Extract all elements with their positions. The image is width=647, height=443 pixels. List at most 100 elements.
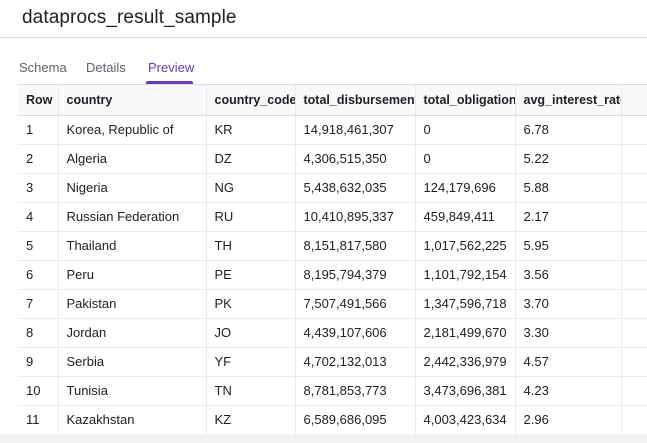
spacer-cell [621,318,647,348]
spacer-cell [621,202,647,232]
total-obligation-cell: 459,849,411 [415,202,516,232]
total-obligation-cell: 2,442,336,979 [415,347,516,377]
row-number-cell: 10 [18,376,59,406]
row-number-cell: 4 [18,202,59,232]
active-tab-indicator [146,81,193,84]
column-header-total-disbursement: total_disbursement [295,85,416,116]
table-row: 4 Russian Federation RU 10,410,895,337 459,8… [18,202,647,232]
avg-interest-rate-cell: 2.17 [515,202,622,232]
country-cell: Thailand [58,231,207,261]
avg-interest-rate-cell: 5.95 [515,231,622,261]
spacer-cell [621,347,647,377]
total-obligation-cell: 1,347,596,718 [415,289,516,319]
total-disbursement-cell: 7,507,491,566 [295,289,416,319]
column-header-country: country [58,85,207,116]
total-disbursement-cell: 8,781,853,773 [295,376,416,406]
country-code-cell: RU [206,202,296,232]
row-number-cell: 3 [18,173,59,203]
column-header-spacer [621,85,647,116]
country-cell: Algeria [58,144,207,174]
row-number-cell: 9 [18,347,59,377]
tab-schema[interactable]: Schema [19,60,67,75]
spacer-cell [621,405,647,435]
column-header-country-code: country_code [206,85,296,116]
total-disbursement-cell: 6,589,686,095 [295,405,416,435]
row-number-cell: 1 [18,115,59,145]
avg-interest-rate-cell: 2.96 [515,405,622,435]
total-disbursement-cell: 14,918,461,307 [295,115,416,145]
title-bar: dataprocs_result_sample [0,0,647,38]
table-row: 9 Serbia YF 4,702,132,013 2,442,336,979 4.57 [18,347,647,377]
avg-interest-rate-cell: 4.23 [515,376,622,406]
table-row: 5 Thailand TH 8,151,817,580 1,017,562,225 5.9… [18,231,647,261]
country-cell: Jordan [58,318,207,348]
total-obligation-cell: 1,101,792,154 [415,260,516,290]
total-disbursement-cell: 5,438,632,035 [295,173,416,203]
row-number-cell: 8 [18,318,59,348]
total-disbursement-cell: 4,306,515,350 [295,144,416,174]
total-disbursement-cell: 4,702,132,013 [295,347,416,377]
country-code-cell: JO [206,318,296,348]
spacer-cell [621,115,647,145]
avg-interest-rate-cell: 3.70 [515,289,622,319]
column-header-total-obligation: total_obligation [415,85,516,116]
tab-details[interactable]: Details [86,60,126,75]
total-obligation-cell: 0 [415,144,516,174]
spacer-cell [621,144,647,174]
row-number-cell: 11 [18,405,59,435]
avg-interest-rate-cell: 3.30 [515,318,622,348]
country-cell: Pakistan [58,289,207,319]
avg-interest-rate-cell: 5.22 [515,144,622,174]
total-disbursement-cell: 8,151,817,580 [295,231,416,261]
spacer-cell [621,173,647,203]
table-row: 1 Korea, Republic of KR 14,918,461,307 0 6.78 [18,115,647,145]
spacer-cell [621,231,647,261]
table-row: 7 Pakistan PK 7,507,491,566 1,347,596,718 3.7… [18,289,647,319]
country-cell: Tunisia [58,376,207,406]
results-table: Row country country_code total_disbursem… [18,85,647,435]
spacer-cell [621,289,647,319]
table-row: 3 Nigeria NG 5,438,632,035 124,179,696 5.88 [18,173,647,203]
country-code-cell: NG [206,173,296,203]
avg-interest-rate-cell: 3.56 [515,260,622,290]
table-row: 8 Jordan JO 4,439,107,606 2,181,499,670 3.30 [18,318,647,348]
total-obligation-cell: 3,473,696,381 [415,376,516,406]
total-disbursement-cell: 4,439,107,606 [295,318,416,348]
preview-grid: Row country country_code total_disbursem… [18,84,647,435]
table-row: 2 Algeria DZ 4,306,515,350 0 5.22 [18,144,647,174]
tab-preview[interactable]: Preview [148,60,195,75]
country-cell: Peru [58,260,207,290]
country-code-cell: KR [206,115,296,145]
country-code-cell: YF [206,347,296,377]
country-code-cell: PE [206,260,296,290]
tab-bar: Schema Details Preview [0,38,647,84]
avg-interest-rate-cell: 5.88 [515,173,622,203]
country-cell: Kazakhstan [58,405,207,435]
total-disbursement-cell: 10,410,895,337 [295,202,416,232]
total-obligation-cell: 2,181,499,670 [415,318,516,348]
total-obligation-cell: 0 [415,115,516,145]
table-row: 10 Tunisia TN 8,781,853,773 3,473,696,381 4.2… [18,376,647,406]
country-cell: Nigeria [58,173,207,203]
total-obligation-cell: 4,003,423,634 [415,405,516,435]
table-header-row: Row country country_code total_disbursem… [18,85,647,116]
column-header-avg-interest-rate: avg_interest_rate [515,85,622,116]
country-code-cell: PK [206,289,296,319]
spacer-cell [621,260,647,290]
total-disbursement-cell: 8,195,794,379 [295,260,416,290]
page-title: dataprocs_result_sample [22,7,237,28]
total-obligation-cell: 124,179,696 [415,173,516,203]
total-obligation-cell: 1,017,562,225 [415,231,516,261]
avg-interest-rate-cell: 6.78 [515,115,622,145]
row-number-cell: 5 [18,231,59,261]
spacer-cell [621,376,647,406]
country-code-cell: DZ [206,144,296,174]
row-number-cell: 6 [18,260,59,290]
bottom-scroll-strip [0,434,647,443]
avg-interest-rate-cell: 4.57 [515,347,622,377]
country-code-cell: KZ [206,405,296,435]
country-cell: Russian Federation [58,202,207,232]
country-code-cell: TN [206,376,296,406]
table-row: 6 Peru PE 8,195,794,379 1,101,792,154 3.56 [18,260,647,290]
